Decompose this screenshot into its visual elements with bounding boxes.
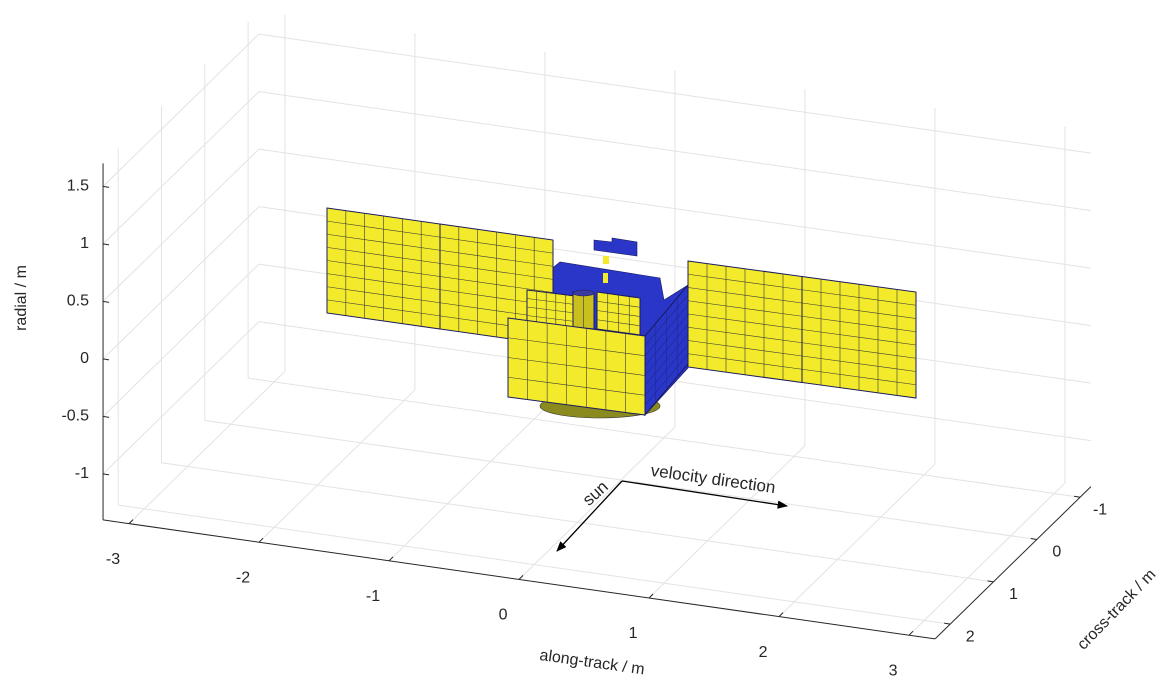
- tick-mark: [1074, 496, 1080, 497]
- x-tick-label: 1: [629, 625, 638, 642]
- grid-line: [389, 409, 545, 561]
- tick-mark: [103, 474, 109, 475]
- grid-line: [129, 371, 285, 523]
- x-tick-label: -3: [106, 551, 120, 568]
- tick-mark: [103, 186, 109, 187]
- y-tick-label: 1: [1009, 586, 1018, 603]
- grid-line: [118, 505, 950, 624]
- x-axis-label: along-track / m: [538, 647, 645, 679]
- x-tick-label: 3: [889, 662, 898, 679]
- x-axis: [103, 520, 935, 639]
- grid-line: [779, 464, 935, 616]
- tick-mark: [103, 244, 109, 245]
- grid-line: [103, 34, 259, 186]
- tick-mark: [103, 301, 109, 302]
- directions: velocity direction sun: [557, 461, 787, 551]
- z-tick-label: 0: [80, 350, 89, 367]
- tick-mark: [389, 557, 393, 561]
- satellite-antenna: [594, 238, 637, 256]
- satellite-detail: [603, 273, 608, 283]
- x-tick-label: 0: [499, 607, 508, 624]
- y-tick-label: -1: [1093, 501, 1107, 518]
- grid-line: [103, 322, 259, 474]
- y-tick-label: 2: [966, 628, 975, 645]
- tick-mark: [944, 623, 950, 624]
- x-tick-label: -2: [236, 569, 250, 586]
- tick-mark: [259, 538, 263, 542]
- grid-line: [103, 149, 259, 301]
- grid-line: [103, 92, 259, 244]
- z-tick-label: -1: [75, 465, 89, 482]
- annotation: velocity direction: [650, 461, 777, 497]
- chart: velocity direction sun radial / m along-…: [0, 0, 1164, 682]
- tick-mark: [988, 581, 994, 582]
- y-tick-label: 0: [1052, 544, 1061, 561]
- tick-mark: [779, 613, 783, 617]
- tick-mark: [1031, 539, 1037, 540]
- grid-line: [909, 483, 1065, 635]
- z-tick-label: 0.5: [67, 293, 89, 310]
- tick-mark: [103, 416, 109, 417]
- tick-mark: [103, 359, 109, 360]
- grid-line: [205, 420, 1037, 539]
- grid-line: [259, 390, 415, 542]
- tick-mark: [129, 520, 133, 524]
- y-axis-label: cross-track / m: [1074, 566, 1159, 653]
- annotation: sun: [579, 477, 612, 509]
- grid-line: [162, 463, 994, 582]
- tick-mark: [649, 594, 653, 598]
- z-tick-label: 1: [80, 235, 89, 252]
- y-axis: [935, 487, 1091, 639]
- z-axis-label: radial / m: [13, 265, 30, 331]
- z-tick-label: 1.5: [67, 178, 89, 195]
- x-tick-label: -1: [366, 588, 380, 605]
- tick-mark: [519, 575, 523, 579]
- tick-mark: [909, 631, 913, 635]
- cylinder-top: [573, 290, 594, 296]
- grid-line: [103, 207, 259, 359]
- z-tick-label: -0.5: [61, 408, 89, 425]
- satellite-detail: [603, 256, 609, 264]
- grid-line: [103, 264, 259, 416]
- x-tick-label: 2: [759, 644, 768, 661]
